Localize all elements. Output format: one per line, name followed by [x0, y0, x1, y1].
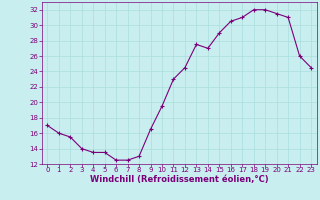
- X-axis label: Windchill (Refroidissement éolien,°C): Windchill (Refroidissement éolien,°C): [90, 175, 268, 184]
